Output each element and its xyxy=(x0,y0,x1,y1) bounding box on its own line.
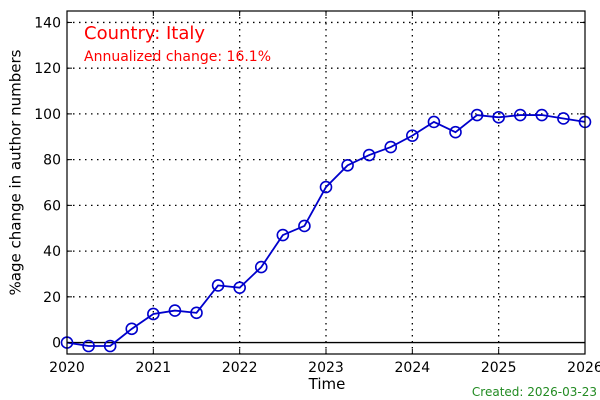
x-tick-label: 2021 xyxy=(136,360,172,376)
created-date: Created: 2026-03-23 xyxy=(472,385,597,399)
data-point xyxy=(82,339,95,353)
data-point xyxy=(254,260,268,274)
data-point xyxy=(276,228,290,242)
data-point xyxy=(211,279,225,292)
y-axis-ticks: 0 20 40 60 80 100 120 140 xyxy=(34,15,585,352)
y-tick-label: 120 xyxy=(34,61,61,77)
data-point xyxy=(427,115,441,129)
data-point xyxy=(298,219,311,233)
series-line xyxy=(66,114,586,347)
data-point xyxy=(557,112,570,125)
data-point xyxy=(470,108,484,122)
y-tick-label: 100 xyxy=(34,107,61,123)
y-tick-label: 140 xyxy=(34,15,61,31)
x-tick-label: 2022 xyxy=(222,360,258,376)
annualized-change-annotation: Annualized change: 16.1% xyxy=(84,49,271,65)
data-point xyxy=(535,108,549,122)
data-point xyxy=(449,125,462,139)
data-point xyxy=(233,281,246,294)
data-point xyxy=(125,322,139,336)
grid-lines xyxy=(67,11,585,354)
x-tick-label: 2023 xyxy=(308,360,344,376)
x-axis-ticks: 2020 2021 2022 2023 2024 2025 2026 xyxy=(49,11,600,376)
x-tick-label: 2025 xyxy=(481,360,517,376)
x-tick-label: 2020 xyxy=(49,360,85,376)
data-point xyxy=(513,108,527,122)
data-point xyxy=(103,339,117,353)
x-axis-label: Time xyxy=(308,375,346,393)
x-tick-label: 2026 xyxy=(567,360,600,376)
data-point xyxy=(492,111,505,124)
y-tick-label: 60 xyxy=(43,198,61,214)
y-tick-label: 0 xyxy=(52,336,61,352)
data-point xyxy=(168,304,182,317)
data-point xyxy=(406,129,419,142)
x-tick-label: 2024 xyxy=(395,360,431,376)
data-point xyxy=(341,159,354,172)
y-tick-label: 40 xyxy=(43,244,61,260)
country-annotation: Country: Italy xyxy=(84,23,205,44)
y-tick-label: 20 xyxy=(43,290,61,306)
data-point xyxy=(147,307,160,321)
data-point xyxy=(362,148,376,162)
y-axis-label: %age change in author numbers xyxy=(7,49,25,295)
data-point xyxy=(384,140,398,154)
data-point xyxy=(190,306,203,320)
y-tick-label: 80 xyxy=(43,153,61,169)
data-point xyxy=(319,180,333,194)
series-layer xyxy=(60,108,592,353)
